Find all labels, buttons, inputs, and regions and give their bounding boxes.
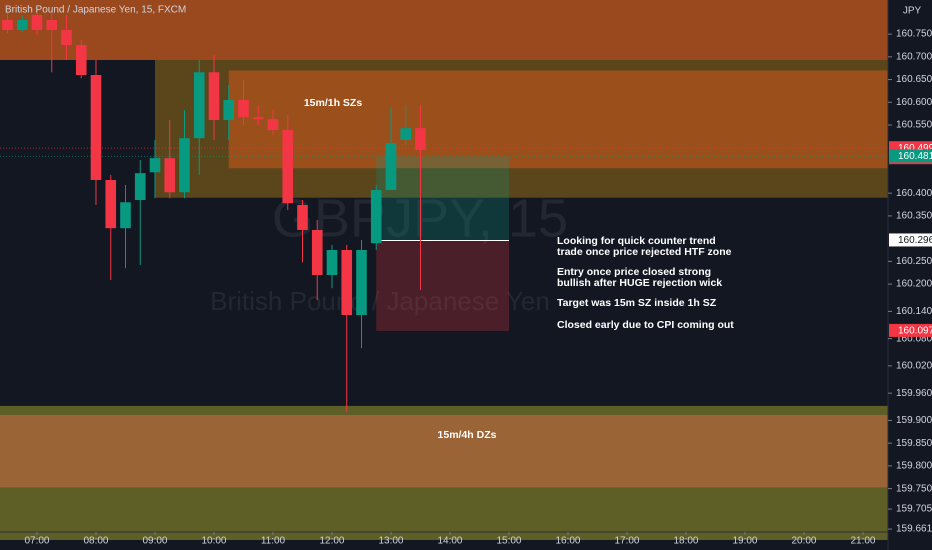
price-badge-label: 160.296 (898, 235, 932, 246)
candle-body (223, 100, 235, 120)
x-tick-label: 12:00 (319, 536, 344, 547)
candle-body (356, 250, 367, 315)
candle-body (149, 158, 161, 173)
candle-body (134, 173, 146, 200)
candle-body (311, 230, 323, 275)
candle-body (179, 138, 190, 193)
position-stop (376, 240, 509, 331)
y-tick-label: 160.080 (896, 333, 932, 344)
x-tick-label: 18:00 (673, 536, 698, 547)
zone (0, 487, 888, 540)
y-tick-label: 159.850 (896, 438, 932, 449)
annotation: Closed early due to CPI coming out (557, 319, 734, 331)
chart-title: British Pound / Japanese Yen, 15, FXCM (5, 5, 186, 16)
zone (0, 405, 888, 415)
x-tick-label: 14:00 (437, 536, 462, 547)
y-tick-label: 159.960 (896, 388, 932, 399)
candle-body (252, 117, 264, 120)
price-badge-label: 160.481 (898, 151, 932, 162)
candle-body (75, 45, 87, 75)
candle-body (370, 190, 382, 244)
x-tick-label: 17:00 (614, 536, 639, 547)
candle-body (193, 72, 205, 139)
x-tick-label: 10:00 (201, 536, 226, 547)
candle-body (2, 20, 13, 30)
candle-body (400, 128, 412, 140)
annotation: trade once price rejected HTF zone (557, 246, 732, 258)
x-tick-label: 15:00 (496, 536, 521, 547)
y-tick-label: 159.800 (896, 461, 932, 472)
x-tick-label: 20:00 (791, 536, 816, 547)
candle-body (61, 30, 72, 45)
candle-body (16, 20, 28, 30)
x-tick-label: 07:00 (24, 536, 49, 547)
candle-body (208, 72, 220, 120)
price-axis (888, 0, 932, 550)
annotation: Looking for quick counter trend (557, 235, 716, 247)
annotation: 15m/4h DZs (438, 429, 497, 441)
y-tick-label: 160.550 (896, 120, 932, 131)
candle-body (297, 205, 308, 230)
candle-body (105, 180, 117, 229)
candle-body (90, 75, 102, 180)
candle-body (164, 158, 176, 193)
x-tick-label: 16:00 (555, 536, 580, 547)
x-tick-label: 08:00 (83, 536, 108, 547)
candle-body (46, 20, 58, 30)
zone (0, 415, 888, 488)
y-tick-label: 159.750 (896, 483, 932, 494)
x-tick-label: 09:00 (142, 536, 167, 547)
annotation: Target was 15m SZ inside 1h SZ (557, 297, 717, 309)
y-tick-label: 160.750 (896, 29, 932, 40)
y-tick-label: 160.400 (896, 188, 932, 199)
zone (228, 70, 889, 169)
y-tick-label: 160.020 (896, 361, 932, 372)
candle-body (120, 202, 131, 229)
zone (0, 0, 888, 60)
price-badge (889, 149, 932, 163)
x-tick-label: 19:00 (732, 536, 757, 547)
y-tick-label: 159.661 (896, 524, 932, 535)
candle-body (385, 143, 397, 190)
position-target (376, 156, 509, 241)
y-tick-label: 159.705 (896, 504, 932, 515)
y-tick-label: 160.350 (896, 211, 932, 222)
annotation: Entry once price closed strong (557, 266, 711, 278)
watermark: British Pound / Japanese Yen (210, 286, 550, 316)
y-tick-label: 160.200 (896, 279, 932, 290)
y-tick-label: 160.600 (896, 97, 932, 108)
y-tick-label: 160.650 (896, 74, 932, 85)
candle-body (282, 130, 294, 204)
candle-body (341, 250, 353, 315)
annotation: 15m/1h SZs (304, 97, 363, 109)
currency: JPY (903, 6, 922, 17)
x-tick-label: 11:00 (261, 536, 286, 547)
candle-body (267, 119, 279, 130)
x-tick-label: 21:00 (850, 536, 875, 547)
price-badge-label: 160.499 (898, 143, 932, 154)
price-badge-label: 160.097 (898, 326, 932, 337)
y-tick-label: 159.900 (896, 415, 932, 426)
price-badge (889, 233, 932, 247)
price-badge (889, 323, 932, 337)
y-tick-label: 160.250 (896, 256, 932, 267)
y-tick-label: 160.700 (896, 51, 932, 62)
annotation: bullish after HUGE rejection wick (557, 277, 722, 289)
candle-body (31, 15, 43, 30)
y-tick-label: 160.140 (896, 306, 932, 317)
x-tick-label: 13:00 (378, 536, 403, 547)
candle-body (238, 100, 249, 118)
candle-body (415, 128, 426, 150)
candle-body (326, 250, 338, 275)
